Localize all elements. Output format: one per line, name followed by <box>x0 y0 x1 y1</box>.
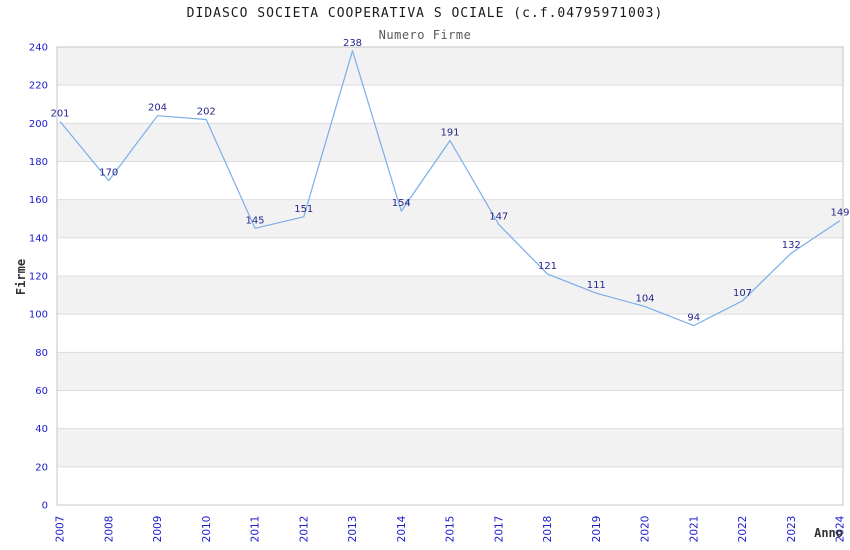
series-line <box>59 50 841 327</box>
data-label: 154 <box>392 198 411 209</box>
x-tick-label: 2010 <box>201 516 213 543</box>
data-label: 151 <box>294 204 313 215</box>
y-tick-label: 240 <box>29 43 48 54</box>
x-tick-label: 2008 <box>103 516 115 543</box>
x-tick-label: 2013 <box>347 516 359 543</box>
x-tick-label: 2024 <box>835 515 847 542</box>
y-axis-title: Firme <box>14 259 28 295</box>
x-tick-label: 2015 <box>445 516 457 543</box>
y-tick-label: 120 <box>29 272 48 283</box>
plot-band <box>57 47 843 86</box>
plot-band <box>57 161 843 200</box>
data-label: 201 <box>50 108 69 119</box>
x-tick-label: 2020 <box>640 516 652 543</box>
x-tick-label: 2023 <box>786 516 798 543</box>
plot-band <box>57 352 843 391</box>
chart-title: DIDASCO SOCIETA COOPERATIVA S OCIALE (c.… <box>186 6 664 21</box>
plot-band <box>57 123 843 162</box>
data-label: 121 <box>538 261 557 272</box>
y-tick-label: 100 <box>29 310 48 321</box>
x-tick-label: 2014 <box>396 515 408 542</box>
y-tick-label: 180 <box>29 157 48 168</box>
plot-band <box>57 466 843 505</box>
plot-band <box>57 237 843 276</box>
x-tick-label: 2017 <box>493 516 505 543</box>
x-axis-title: Anno <box>814 526 843 540</box>
plot-band <box>57 314 843 353</box>
data-label: 132 <box>782 240 801 251</box>
plot-band <box>57 390 843 429</box>
plot-band <box>57 428 843 467</box>
x-tick-label: 2018 <box>542 516 554 543</box>
y-tick-label: 140 <box>29 233 48 244</box>
y-tick-label: 0 <box>42 501 48 512</box>
data-label: 107 <box>733 288 752 299</box>
data-label: 170 <box>99 168 118 179</box>
data-label: 111 <box>587 280 606 291</box>
x-tick-label: 2021 <box>688 516 700 543</box>
data-label: 149 <box>830 208 849 219</box>
plot-border <box>56 46 844 506</box>
y-tick-label: 20 <box>35 462 48 473</box>
x-tick-label: 2007 <box>55 516 67 543</box>
y-tick-label: 80 <box>35 348 48 359</box>
plot-band <box>57 199 843 238</box>
data-label: 145 <box>245 215 264 226</box>
data-label: 94 <box>687 313 700 324</box>
data-label: 202 <box>197 107 216 118</box>
chart-subtitle: Numero Firme <box>378 28 472 42</box>
plot-band <box>57 85 843 124</box>
y-tick-label: 160 <box>29 195 48 206</box>
x-tick-label: 2009 <box>152 516 164 543</box>
x-tick-label: 2019 <box>591 516 603 543</box>
y-tick-label: 40 <box>35 424 48 435</box>
data-label: 147 <box>489 211 508 222</box>
x-tick-label: 2011 <box>250 516 262 543</box>
data-label: 104 <box>635 294 654 305</box>
data-label: 191 <box>440 128 459 139</box>
x-tick-label: 2022 <box>737 516 749 543</box>
plot-band <box>57 276 843 315</box>
y-tick-label: 220 <box>29 81 48 92</box>
x-tick-label: 2012 <box>298 516 310 543</box>
data-label: 204 <box>148 103 167 114</box>
y-tick-label: 200 <box>29 119 48 130</box>
y-tick-label: 60 <box>35 386 48 397</box>
data-label: 238 <box>343 38 362 49</box>
